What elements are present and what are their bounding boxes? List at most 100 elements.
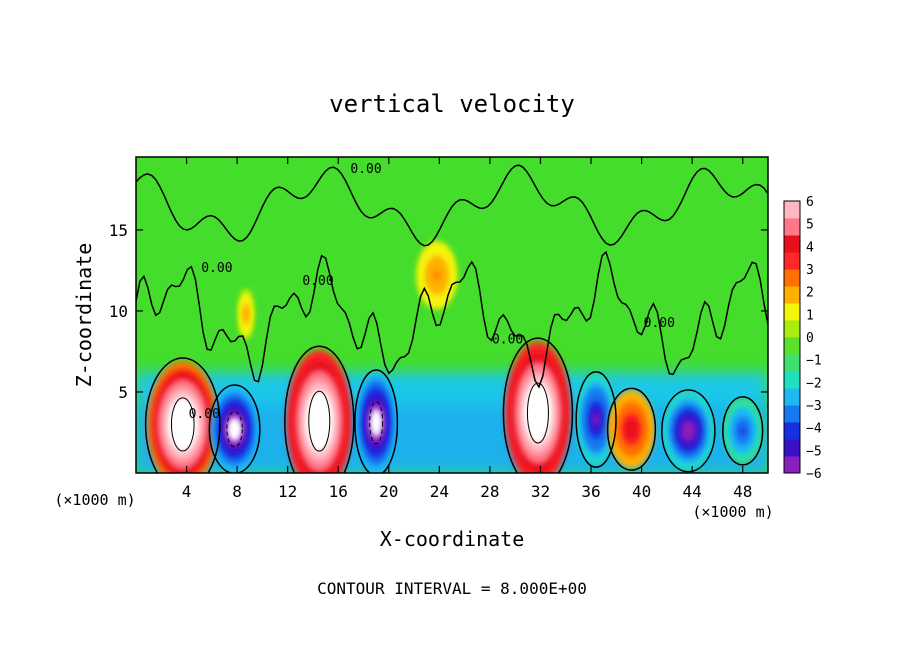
- y-unit-label: (×1000 m): [54, 491, 135, 509]
- downdraft-cell: [663, 391, 714, 470]
- zero-contour-ring: [284, 345, 355, 473]
- colorbar-swatch: [784, 371, 800, 389]
- x-tick-label: 32: [531, 482, 550, 501]
- colorbar-tick-label: 0: [806, 331, 814, 346]
- contour-label: 0.00: [492, 332, 523, 347]
- x-tick-label: 28: [480, 482, 499, 501]
- updraft-cell: [238, 288, 254, 341]
- downdraft-cell: [210, 387, 259, 472]
- colorbar-swatch: [784, 286, 800, 304]
- x-tick-label: 16: [329, 482, 348, 501]
- contour-label: 0.00: [350, 162, 381, 177]
- zero-contour-ring: [208, 384, 261, 473]
- colorbar-tick-label: −1: [806, 354, 822, 369]
- inner-contour: [369, 401, 384, 445]
- x-tick-label: 24: [430, 482, 449, 501]
- colorbar-swatch: [784, 337, 800, 355]
- colorbar-tick-label: −6: [806, 467, 822, 482]
- x-unit-label: (×1000 m): [692, 503, 773, 521]
- colorbar-tick-label: −4: [806, 422, 822, 437]
- zero-contour-ring: [354, 369, 399, 473]
- colorbar-swatch: [784, 235, 800, 253]
- field-level: [231, 423, 239, 436]
- contour-label: 0.00: [302, 274, 333, 289]
- x-axis: 4 8 12 16 20 24 28 32 36 40 44 48: [182, 157, 752, 501]
- colorbar-swatch: [784, 354, 800, 372]
- inner-contour: [226, 411, 243, 448]
- zero-contour-ring: [502, 337, 574, 473]
- y-tick-label: 15: [109, 221, 128, 240]
- colorbar-tick-label: 3: [806, 263, 814, 278]
- colorbar-swatch: [784, 218, 800, 236]
- zero-contour-ring: [144, 357, 221, 473]
- colorbar-tick-label: 6: [806, 195, 814, 210]
- x-tick-label: 8: [232, 482, 242, 501]
- colorbar-tick-label: 5: [806, 218, 814, 233]
- field-level: [244, 310, 248, 318]
- colorbar-swatch: [784, 252, 800, 270]
- field-level: [177, 415, 188, 434]
- colorbar-swatch: [784, 422, 800, 440]
- contour-label: 0.00: [644, 316, 675, 331]
- y-tick-label: 5: [118, 383, 128, 402]
- contour-label: 0.00: [201, 261, 232, 276]
- colorbar-tick-label: −2: [806, 376, 822, 391]
- colorbar: 6 5 4 3 2 1 0 −1 −2 −3 −4 −5 −6: [783, 195, 822, 482]
- colorbar-swatch: [784, 388, 800, 406]
- colorbar-swatch: [784, 269, 800, 287]
- field-level: [373, 415, 380, 430]
- colorbar-swatch: [784, 303, 800, 321]
- field-level: [684, 425, 692, 437]
- updraft-cell: [286, 349, 353, 473]
- colorbar-tick-label: 2: [806, 286, 814, 301]
- zero-contour-line: [136, 250, 768, 389]
- inner-contour: [308, 390, 331, 452]
- colorbar-tick-label: 4: [806, 240, 814, 255]
- x-tick-label: 36: [581, 482, 600, 501]
- x-tick-label: 44: [683, 482, 702, 501]
- colorbar-tick-label: −3: [806, 399, 822, 414]
- contour-label: 0.00: [189, 407, 220, 422]
- downdraft-cell: [577, 374, 616, 465]
- downdraft-cell: [723, 398, 762, 464]
- colorbar-swatch: [784, 456, 800, 474]
- inner-contour: [526, 382, 549, 444]
- x-tick-label: 48: [733, 482, 752, 501]
- inner-contour: [170, 397, 195, 452]
- x-tick-label: 40: [632, 482, 651, 501]
- plot-area: 0.00 0.00 0.00 0.00 0.00 0.00: [136, 157, 768, 473]
- x-tick-label: 12: [278, 482, 297, 501]
- x-axis-label: X-coordinate: [380, 527, 525, 551]
- zero-contour-ring: [661, 389, 716, 473]
- colorbar-frame: [783, 200, 801, 474]
- field-level: [628, 423, 635, 435]
- y-axis: 5 10 15: [109, 221, 768, 402]
- zero-contours: 0.00 0.00 0.00 0.00 0.00 0.00: [136, 162, 768, 473]
- contour-interval-note: CONTOUR INTERVAL = 8.000E+00: [317, 579, 587, 598]
- chart-title: vertical velocity: [329, 90, 575, 118]
- zero-contour-ring: [575, 371, 617, 468]
- updraft-cell: [505, 341, 571, 473]
- updraft-cell: [147, 361, 219, 473]
- colorbar-tick-label: 1: [806, 308, 814, 323]
- zero-contour-ring: [722, 396, 764, 466]
- zero-contour-line-upper: [136, 164, 768, 247]
- field-level: [433, 270, 440, 281]
- field-level: [740, 426, 746, 436]
- colorbar-swatch: [784, 439, 800, 457]
- x-tick-label: 20: [379, 482, 398, 501]
- field-level: [314, 410, 324, 432]
- y-axis-label: Z-coordinate: [72, 243, 96, 388]
- field-level: [533, 402, 543, 424]
- x-tick-label: 4: [182, 482, 192, 501]
- plot-frame: [135, 156, 769, 474]
- downdraft-cell: [355, 372, 397, 473]
- colorbar-swatch: [784, 405, 800, 423]
- colorbar-tick-label: −5: [806, 444, 822, 459]
- colorbar-swatch: [784, 320, 800, 338]
- updraft-cell: [416, 241, 458, 310]
- colorbar-swatch: [784, 201, 800, 219]
- y-tick-label: 10: [109, 302, 128, 321]
- updraft-cell: [608, 390, 655, 469]
